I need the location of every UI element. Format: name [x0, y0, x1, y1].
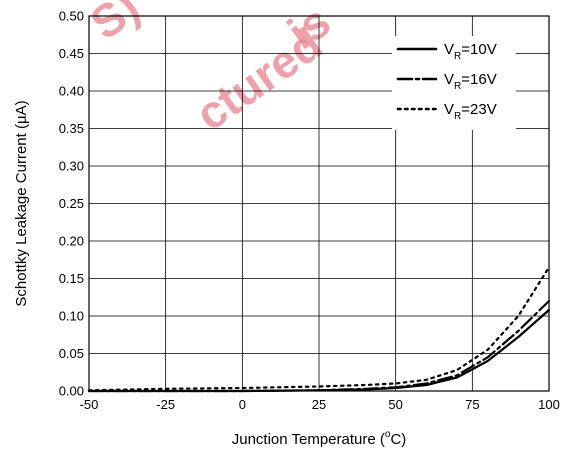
x-tick-label: 100: [538, 397, 560, 412]
x-tick-label: 75: [465, 397, 479, 412]
y-tick-label: 0.20: [59, 234, 84, 249]
x-tick-label: -25: [156, 397, 175, 412]
legend-background: [392, 36, 516, 130]
legend-label: VR=10V: [444, 41, 497, 62]
y-tick-label: 0.45: [59, 46, 84, 61]
plot-frame: [88, 15, 550, 392]
x-tick-label: 25: [312, 397, 326, 412]
x-tick-label: 50: [388, 397, 402, 412]
x-tick-labels: -50 -25 0 25 50 75 100: [80, 397, 560, 412]
y-tick-label: 0.05: [59, 346, 84, 361]
y-tick-labels: 0.00 0.05 0.10 0.15 0.20 0.25 0.30 0.35 0.40 0.45…: [59, 9, 84, 399]
y-tick-label: 0.25: [59, 196, 84, 211]
series-line-dotted: [87, 266, 551, 392]
y-axis-label: Schottky Leakage Current (µA): [13, 100, 30, 306]
x-tick-label: 0: [239, 397, 246, 412]
y-tick-label: 0.50: [59, 9, 84, 24]
legend-label: VR=16V: [444, 71, 497, 92]
y-tick-label: 0.35: [59, 121, 84, 136]
legend-label: VR=23V: [444, 101, 497, 122]
legend: VR=10V VR=16V VR=23V: [392, 36, 516, 130]
x-axis-label: Junction Temperature (oC): [232, 429, 407, 448]
y-tick-label: 0.30: [59, 159, 84, 174]
watermark-text: S): [81, 0, 149, 49]
x-tick-label: -50: [80, 397, 99, 412]
y-tick-label: 0.00: [59, 384, 84, 399]
y-tick-label: 0.10: [59, 309, 84, 324]
watermark-text: ctured: [186, 17, 331, 140]
y-tick-label: 0.15: [59, 271, 84, 286]
y-tick-label: 0.40: [59, 84, 84, 99]
